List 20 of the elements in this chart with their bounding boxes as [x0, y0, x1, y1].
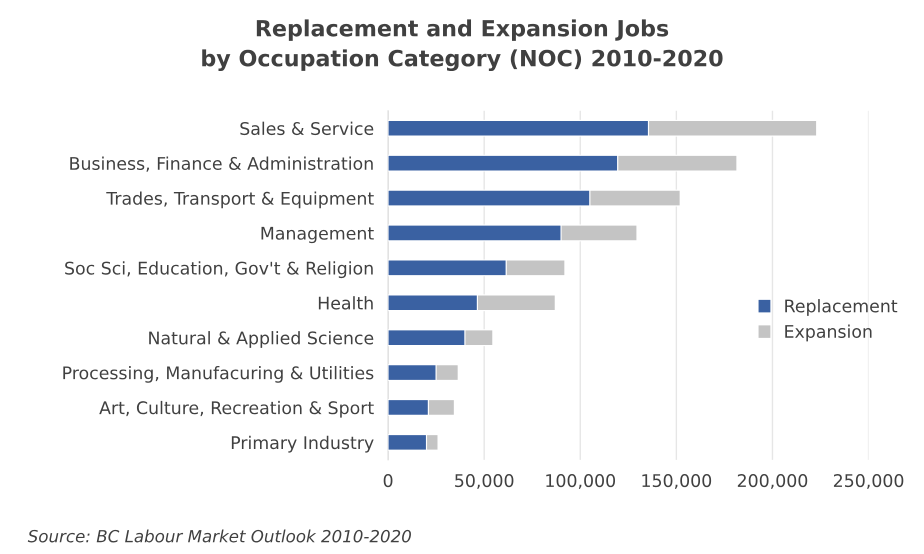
legend-label: Replacement	[785, 299, 898, 316]
x-tick-label: 0	[384, 474, 392, 488]
x-tick-label: 250,000	[834, 474, 904, 489]
x-tick-label: 100,000	[546, 474, 616, 489]
y-tick-label: Health	[318, 296, 373, 310]
x-tick-label: 200,000	[738, 474, 808, 489]
y-tick-label: Soc Sci, Education, Gov't & Religion	[65, 261, 373, 278]
x-tick-label: 150,000	[642, 474, 712, 489]
y-tick-label: Management	[262, 226, 374, 244]
y-tick-label: Business, Finance & Administration	[70, 156, 373, 172]
legend-label: Expansion	[785, 324, 872, 342]
y-tick-label: Processing, Manufacuring & Utilities	[63, 366, 374, 383]
y-tick-label: Trades, Transport & Equipment	[106, 191, 374, 208]
y-tick-label: Sales & Service	[240, 122, 374, 136]
source-note: Source: BC Labour Market Outlook 2010-2020	[28, 530, 411, 542]
y-tick-label: Natural & Applied Science	[149, 331, 374, 348]
x-tick-label: 50,000	[455, 474, 514, 489]
chart-title: Replacement and Expansion Jobs by Occupation Category (NOC) 2010-2020	[202, 19, 723, 72]
y-tick-label: Art, Culture, Recreation & Sport	[99, 400, 374, 418]
y-tick-label: Primary Industry	[232, 436, 374, 453]
